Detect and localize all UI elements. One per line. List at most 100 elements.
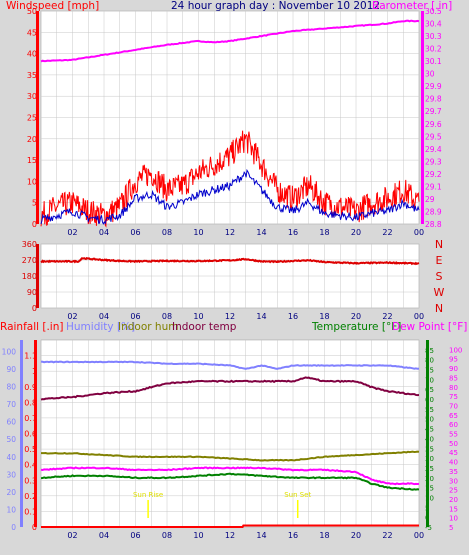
time-tick-label: 06 <box>130 228 140 237</box>
sunset-label: Sun Set <box>284 491 311 499</box>
barometer-tick-label: 30.4 <box>425 20 442 29</box>
temperature-tick-label: 25 <box>425 465 434 473</box>
dew-point-tick-label: 25 <box>449 487 458 495</box>
barometer-axis-label: Barometer [.in] <box>372 0 452 12</box>
time-tick-label: 18 <box>319 531 329 540</box>
rainfall-tick-label: 0.6 <box>24 430 37 439</box>
dew-point-tick-label: 65 <box>449 412 458 420</box>
humidity-tick-label: 0 <box>11 523 16 532</box>
humidity-tick-label: 80 <box>6 383 16 392</box>
compass-tick-label: S <box>436 270 443 283</box>
windspeed-axis-label: Windspeed [mph] <box>6 0 99 12</box>
indoor-temp-axis-label: Indoor temp <box>172 321 237 333</box>
direction-axis-bar <box>36 244 39 308</box>
dew-point-tick-label: 100 <box>449 346 462 354</box>
dew-point-tick-label: 45 <box>449 449 458 457</box>
temperature-line <box>40 472 420 491</box>
time-tick-label: 02 <box>67 228 77 237</box>
barometer-tick-label: 30 <box>425 70 435 79</box>
compass-tick-label: E <box>436 254 443 267</box>
windspeed-tick-label: 15 <box>27 156 37 165</box>
windspeed-tick-label: 5 <box>32 199 37 208</box>
rainfall-axis-bar <box>34 340 37 527</box>
humidity-line <box>40 360 420 370</box>
time-tick-label: 12 <box>225 312 235 321</box>
time-tick-label: 16 <box>288 531 298 540</box>
humidity-axis-label: Humidity [%] <box>66 321 135 333</box>
temperature-tick-label: -5 <box>425 524 432 532</box>
dew-point-line <box>40 466 420 486</box>
windspeed-tick-label: 50 <box>27 7 37 16</box>
temperature-tick-label: 35 <box>425 445 434 453</box>
compass-tick-label: N <box>435 238 443 251</box>
wind-average-line <box>40 168 420 225</box>
windspeed-tick-label: 45 <box>27 28 37 37</box>
dew-point-tick-label: 10 <box>449 515 458 523</box>
sun-markers: Sun Rise Sun Set <box>133 491 311 518</box>
temperature-tick-label: 65 <box>425 386 434 394</box>
time-tick-label: 08 <box>162 312 172 321</box>
rainfall-tick-label: 1.1 <box>24 352 37 361</box>
time-tick-label: 16 <box>288 312 298 321</box>
page-title: 24 hour graph day : November 10 2012 <box>171 0 380 12</box>
time-tick-label: 00 <box>414 312 424 321</box>
time-tick-label: 10 <box>193 531 203 540</box>
humidity-tick-label: 30 <box>6 470 16 479</box>
windspeed-tick-label: 35 <box>27 71 37 80</box>
time-tick-label: 18 <box>319 312 329 321</box>
rainfall-tick-label: 0.5 <box>24 445 37 454</box>
time-tick-label: 10 <box>193 312 203 321</box>
rainfall-tick-label: 0.1 <box>24 507 37 516</box>
indoor-hum-line <box>40 450 420 462</box>
humidity-tick-label: 50 <box>6 435 16 444</box>
time-tick-label: 12 <box>225 228 235 237</box>
humidity-tick-label: 100 <box>2 347 17 356</box>
rainfall-tick-label: 0.8 <box>24 398 37 407</box>
indoor-hum-axis-label: Indoor hum <box>118 321 178 333</box>
barometer-tick-label: 29.2 <box>425 170 442 179</box>
series-lines <box>40 19 420 528</box>
wind-direction-line <box>40 256 420 266</box>
dew-point-tick-label: 15 <box>449 505 458 513</box>
temperature-tick-label: 75 <box>425 367 434 375</box>
temperature-tick-label: 30 <box>425 455 434 463</box>
barometer-tick-label: 29.7 <box>425 107 442 116</box>
humidity-axis-bar <box>20 340 23 527</box>
humidity-tick-label: 20 <box>6 488 16 497</box>
windspeed-tick-label: 10 <box>27 177 37 186</box>
dew-point-tick-label: 60 <box>449 421 458 429</box>
temperature-tick-label: 10 <box>425 494 434 502</box>
barometer-tick-label: 29.8 <box>425 95 442 104</box>
time-tick-label: 22 <box>382 531 392 540</box>
rainfall-tick-label: 0.4 <box>24 461 37 470</box>
temperature-tick-label: 45 <box>425 426 434 434</box>
barometer-tick-label: 28.9 <box>425 207 442 216</box>
time-tick-label: 14 <box>256 228 266 237</box>
temperature-tick-label: 55 <box>425 406 434 414</box>
temperature-tick-label: 15 <box>425 485 434 493</box>
compass-tick-label: N <box>435 302 443 315</box>
barometer-tick-label: 30.5 <box>425 7 442 16</box>
dew-point-tick-label: 80 <box>449 384 458 392</box>
dew-point-tick-label: 75 <box>449 393 458 401</box>
temperature-tick-label: 80 <box>425 357 434 365</box>
dew-point-tick-label: 20 <box>449 496 458 504</box>
humidity-tick-label: 60 <box>6 418 16 427</box>
barometer-tick-label: 29.6 <box>425 120 442 129</box>
time-tick-label: 06 <box>130 531 140 540</box>
dew-point-tick-label: 40 <box>449 459 458 467</box>
temperature-tick-label: 40 <box>425 435 434 443</box>
time-tick-label: 18 <box>319 228 329 237</box>
barometer-tick-label: 29.4 <box>425 145 442 154</box>
humidity-tick-label: 90 <box>6 365 16 374</box>
barometer-line <box>40 19 420 63</box>
time-tick-label: 14 <box>256 312 266 321</box>
rainfall-tick-label: 0.2 <box>24 492 37 501</box>
barometer-tick-label: 30.3 <box>425 32 442 41</box>
temperature-tick-label: 60 <box>425 396 434 404</box>
barometer-tick-label: 29.5 <box>425 132 442 141</box>
temperature-tick-label: 20 <box>425 475 434 483</box>
direction-tick-label: 180 <box>22 272 37 281</box>
direction-tick-label: 360 <box>22 240 37 249</box>
